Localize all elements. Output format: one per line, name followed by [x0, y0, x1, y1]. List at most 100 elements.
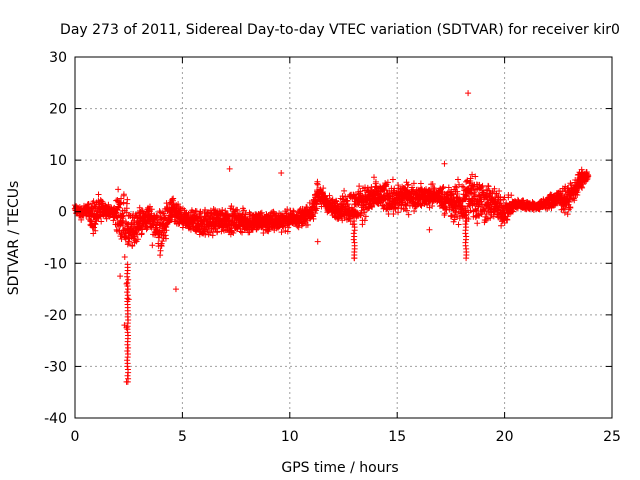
data-point [319, 188, 326, 195]
data-point [124, 351, 131, 358]
data-point [462, 217, 469, 224]
data-point [384, 179, 391, 186]
data-point [124, 279, 131, 286]
data-point [120, 199, 127, 206]
data-point [350, 236, 357, 243]
data-point [314, 180, 321, 187]
data-point [157, 247, 164, 254]
data-point [566, 198, 573, 205]
chart-title: Day 273 of 2011, Sidereal Day-to-day VTE… [60, 22, 620, 38]
data-point [485, 183, 492, 190]
data-point [478, 198, 485, 205]
axis-ticks: -40 -30 -20 -10 0 10 20 30 0 5 10 15 20 25 [44, 50, 621, 445]
data-point [389, 176, 396, 183]
data-point [503, 216, 510, 223]
data-point [468, 190, 475, 197]
x-axis-label: GPS time / hours [281, 460, 398, 476]
data-point [452, 183, 459, 190]
data-point [134, 236, 141, 243]
data-point [501, 220, 508, 227]
data-point [351, 208, 358, 215]
data-point [143, 226, 150, 233]
data-point [429, 180, 436, 187]
data-point [314, 181, 321, 188]
data-point [392, 204, 399, 211]
data-point [485, 182, 492, 189]
data-point [361, 217, 368, 224]
data-point [442, 205, 449, 212]
data-point [228, 203, 235, 210]
data-point [159, 209, 166, 216]
data-point [483, 186, 490, 193]
x-tick-label: 5 [178, 429, 187, 445]
data-point [163, 223, 170, 230]
data-point [162, 235, 169, 242]
data-point [479, 182, 486, 189]
data-point [123, 280, 130, 287]
data-point [154, 213, 161, 220]
data-point [463, 193, 470, 200]
y-tick-label: -40 [44, 411, 67, 427]
data-point [472, 207, 479, 214]
data-point [148, 206, 155, 213]
data-point [491, 185, 498, 192]
data-point [369, 187, 376, 194]
data-point [472, 173, 479, 180]
data-point [579, 184, 586, 191]
x-tick-label: 25 [603, 429, 621, 445]
data-point [351, 239, 358, 246]
data-point [383, 183, 390, 190]
data-point [583, 168, 590, 175]
data-point [356, 183, 363, 190]
data-point [453, 184, 460, 191]
data-points [71, 90, 592, 385]
data-point [567, 204, 574, 211]
data-point [121, 227, 128, 234]
data-point [123, 378, 130, 385]
data-point [450, 193, 457, 200]
data-point [169, 196, 176, 203]
data-point [124, 347, 131, 354]
data-point [463, 233, 470, 240]
data-point [149, 242, 156, 249]
x-tick-label: 15 [388, 429, 406, 445]
data-point [125, 296, 132, 303]
data-point [207, 229, 214, 236]
y-tick-label: -30 [44, 359, 67, 375]
grid-lines [75, 57, 612, 418]
data-point [445, 184, 452, 191]
data-point [230, 229, 237, 236]
data-point [130, 217, 137, 224]
data-point [368, 184, 375, 191]
data-point [124, 372, 131, 379]
data-point [266, 226, 273, 233]
data-point [362, 213, 369, 220]
y-tick-label: 30 [49, 50, 67, 66]
data-point [158, 242, 165, 249]
data-point [405, 181, 412, 188]
data-point [564, 211, 571, 218]
data-point [117, 200, 124, 207]
data-point [310, 213, 317, 220]
data-point [496, 187, 503, 194]
data-point [312, 210, 319, 217]
data-point [405, 211, 412, 218]
data-point [484, 196, 491, 203]
data-point [426, 226, 433, 233]
data-point [98, 218, 105, 225]
data-point [474, 220, 481, 227]
data-point [304, 221, 311, 228]
data-point [381, 186, 388, 193]
data-point [156, 208, 163, 215]
data-point [371, 174, 378, 181]
data-point [285, 224, 292, 231]
data-point [117, 273, 124, 280]
data-point [278, 229, 285, 236]
y-tick-label: 0 [58, 205, 67, 221]
data-point [403, 207, 410, 214]
data-point [121, 253, 128, 260]
data-point [440, 184, 447, 191]
data-point [120, 191, 127, 198]
data-point [125, 344, 132, 351]
data-point [571, 197, 578, 204]
